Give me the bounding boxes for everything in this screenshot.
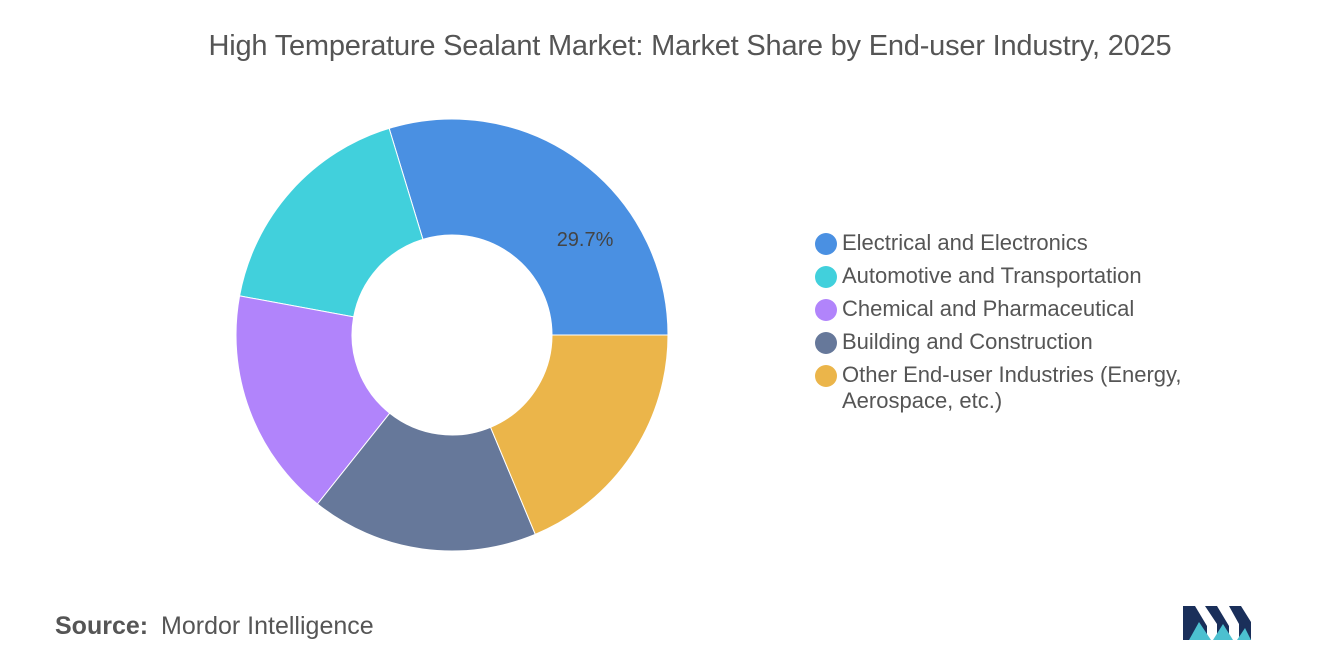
legend-swatch-building-construction bbox=[815, 332, 837, 354]
legend-label-other-industries: Other End-user Industries (Energy, Aeros… bbox=[842, 362, 1182, 413]
legend-swatch-other-industries bbox=[815, 365, 837, 387]
chart-legend: Electrical and Electronics Automotive an… bbox=[815, 230, 1235, 421]
donut-slice-chemical-pharmaceutical bbox=[235, 295, 391, 505]
legend-swatch-chemical-pharmaceutical bbox=[815, 299, 837, 321]
legend-label-electrical-electronics: Electrical and Electronics bbox=[842, 230, 1088, 255]
legend-label-automotive-transportation: Automotive and Transportation bbox=[842, 263, 1142, 288]
logo-right-accent bbox=[1237, 628, 1251, 640]
legend-swatch-electrical-electronics bbox=[815, 233, 837, 255]
logo-middle-accent bbox=[1213, 624, 1233, 640]
legend-item-chemical-pharmaceutical: Chemical and Pharmaceutical bbox=[815, 296, 1235, 322]
legend-item-other-industries: Other End-user Industries (Energy, Aeros… bbox=[815, 362, 1235, 414]
legend-item-building-construction: Building and Construction bbox=[815, 329, 1235, 355]
legend-swatch-automotive-transportation bbox=[815, 266, 837, 288]
donut-slice-other-industries bbox=[489, 334, 669, 535]
legend-label-chemical-pharmaceutical: Chemical and Pharmaceutical bbox=[842, 296, 1135, 321]
donut-slice-electrical-electronics bbox=[388, 118, 669, 336]
legend-item-electrical-electronics: Electrical and Electronics bbox=[815, 230, 1235, 256]
logo-left-accent bbox=[1189, 622, 1211, 640]
legend-label-building-construction: Building and Construction bbox=[842, 329, 1093, 354]
donut-slice-automotive-transportation bbox=[238, 127, 424, 318]
donut-slice-building-construction bbox=[316, 412, 536, 552]
source-label: Source: bbox=[55, 612, 149, 640]
source-note: Source: Mordor Intelligence bbox=[55, 612, 374, 641]
mordor-intelligence-logo-icon bbox=[1183, 606, 1251, 640]
legend-item-automotive-transportation: Automotive and Transportation bbox=[815, 263, 1235, 289]
chart-title: High Temperature Sealant Market: Market … bbox=[208, 30, 1172, 62]
data-label-electrical-electronics: 29.7% bbox=[557, 229, 614, 251]
source-text: Mordor Intelligence bbox=[161, 612, 374, 640]
